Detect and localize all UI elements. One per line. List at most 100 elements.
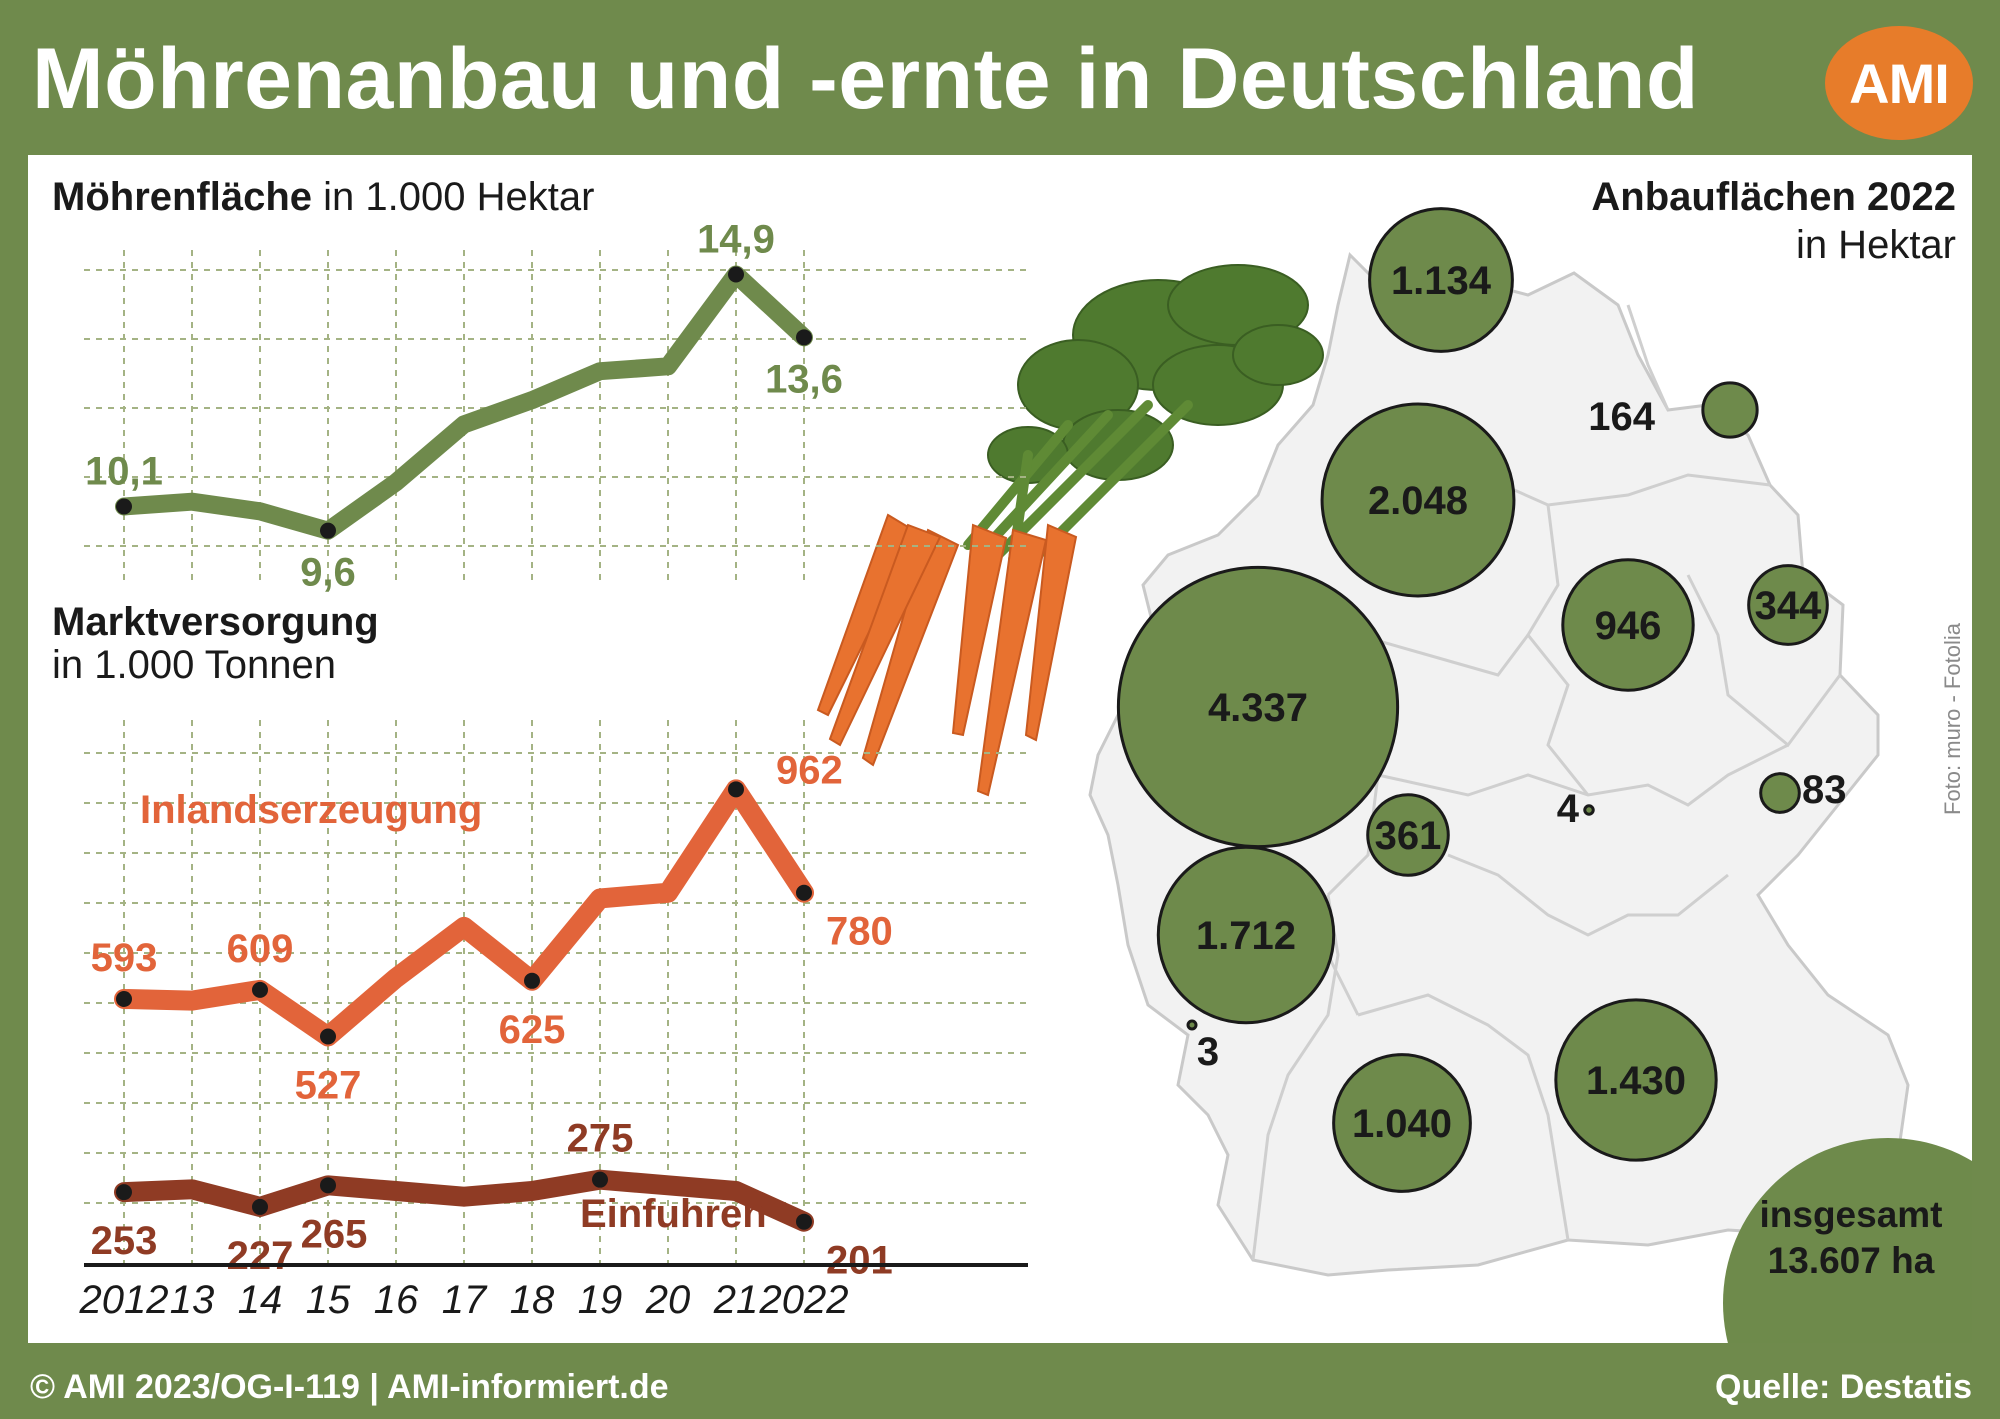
region-bubble [1320, 402, 1516, 598]
region-bubble-label: 4 [1557, 787, 1580, 831]
imports-data-point [320, 1177, 336, 1194]
map-subtitle: in Hektar [1796, 223, 1956, 267]
imports-data-label: 253 [91, 1219, 158, 1263]
region-bubble [1701, 381, 1759, 439]
x-tick-label: 19 [578, 1278, 623, 1322]
x-tick-label: 18 [510, 1278, 555, 1322]
x-tick-label: 14 [238, 1278, 283, 1322]
region-bubble-label: 1.430 [1586, 1059, 1686, 1103]
region-bubble-label: 1.712 [1196, 914, 1296, 958]
x-tick-label: 15 [306, 1278, 351, 1322]
area-data-label: 14,9 [697, 218, 775, 262]
market-series [114, 779, 814, 1232]
region-bubble [1554, 998, 1718, 1162]
production-data-point [320, 1028, 336, 1045]
production-data-label: 609 [227, 927, 294, 971]
total-label-line1: insgesamt [1759, 1194, 1942, 1235]
footer-source: Quelle: Destatis [1715, 1368, 1972, 1406]
area-data-label: 13,6 [765, 357, 843, 401]
region-bubble-label: 164 [1588, 395, 1655, 439]
production-data-point [252, 981, 268, 998]
x-tick-label: 2012 [79, 1278, 169, 1322]
charts-canvas: Möhrenfläche in 1.000 Hektar 10,1 9,6 14,9… [52, 175, 2000, 1419]
x-axis-tick-labels: 2012 13 14 15 16 17 18 19 20 21 2022 [79, 1278, 849, 1322]
x-tick-label: 2022 [759, 1278, 849, 1322]
series-name-imports: Einfuhren [580, 1192, 767, 1236]
production-data-label: 625 [499, 1008, 566, 1052]
region-bubble [1583, 804, 1595, 816]
region-bubble-label: 83 [1802, 768, 1847, 812]
region-bubble-label: 344 [1755, 584, 1822, 628]
production-line [114, 779, 814, 1047]
area-chart-title-bold: Möhrenfläche [52, 175, 312, 219]
imports-data-point [116, 1184, 132, 1201]
production-data-label: 593 [91, 936, 158, 980]
region-bubble-label: 2.048 [1368, 479, 1468, 523]
imports-line [114, 1169, 814, 1232]
x-tick-label: 21 [713, 1278, 759, 1322]
region-bubble [1747, 564, 1829, 646]
area-chart: Möhrenfläche in 1.000 Hektar 10,1 9,6 14,9… [52, 175, 1028, 595]
imports-data-point [592, 1171, 608, 1188]
x-tick-label: 17 [442, 1278, 488, 1322]
carrot-bunch-image [816, 264, 1324, 797]
market-chart: Marktversorgung in 1.000 Tonnen 593 609 52… [52, 600, 1028, 1322]
content-panel: Möhrenfläche in 1.000 Hektar 10,1 9,6 14,9… [28, 155, 2000, 1419]
area-chart-title-unit: in 1.000 Hektar [312, 175, 594, 219]
region-bubble-label: 1.134 [1391, 259, 1492, 303]
imports-data-label: 201 [826, 1239, 893, 1283]
x-tick-label: 16 [374, 1278, 419, 1322]
area-data-point [320, 522, 336, 539]
area-data-label: 10,1 [85, 450, 163, 494]
area-data-point [796, 329, 812, 346]
market-data-labels: 593 609 527 625 962 780 253 227 265 275 201 [91, 748, 893, 1282]
production-data-point [116, 990, 132, 1007]
imports-data-point [796, 1213, 812, 1230]
market-chart-subtitle: in 1.000 Tonnen [52, 643, 336, 687]
region-bubble [1759, 772, 1801, 814]
page-title: Möhrenanbau und -ernte in Deutschland [32, 31, 1699, 127]
region-bubble-label: 946 [1595, 604, 1662, 648]
region-bubble-label: 361 [1375, 814, 1442, 858]
production-data-point [524, 972, 540, 989]
imports-data-label: 275 [567, 1117, 634, 1161]
series-name-production: Inlandserzeugung [140, 788, 482, 832]
production-data-point [796, 884, 812, 901]
imports-data-point [252, 1198, 268, 1215]
production-data-label: 527 [295, 1063, 362, 1107]
area-data-point [728, 266, 744, 283]
region-bubble [1332, 1053, 1472, 1193]
region-bubble [1156, 845, 1336, 1025]
x-tick-label: 13 [170, 1278, 215, 1322]
map-header: Anbauflächen 2022 in Hektar [1591, 175, 1956, 267]
area-data-point [116, 498, 132, 515]
production-data-label: 780 [826, 910, 893, 954]
ami-logo: AMI [1825, 26, 1973, 140]
area-data-label: 9,6 [300, 551, 356, 595]
area-line [115, 265, 813, 540]
area-chart-title: Möhrenfläche in 1.000 Hektar [52, 175, 594, 219]
region-bubble [1368, 207, 1514, 353]
area-data-labels: 10,1 9,6 14,9 13,6 [85, 218, 843, 595]
map-title: Anbauflächen 2022 [1591, 175, 1956, 219]
production-data-point [728, 781, 744, 798]
imports-data-label: 265 [301, 1212, 368, 1256]
production-data-label: 962 [776, 748, 843, 792]
imports-data-label: 227 [227, 1234, 294, 1278]
x-tick-label: 20 [645, 1278, 691, 1322]
region-bubble [1186, 1019, 1198, 1031]
footer-copyright: © AMI 2023/OG-I-119 | AMI-informiert.de [30, 1368, 669, 1406]
region-bubble-label: 1.040 [1352, 1102, 1452, 1146]
market-chart-title: Marktversorgung [52, 600, 379, 644]
total-label-line2: 13.607 ha [1768, 1240, 1935, 1281]
region-bubble [1561, 558, 1695, 692]
area-grid [84, 250, 1028, 580]
region-bubbles: 1.134 164 2.048 946 344 4.337 83 4 361 1.712 3 1.43… [1116, 207, 1847, 1193]
region-bubble [1366, 793, 1450, 877]
region-bubble-label: 3 [1197, 1030, 1219, 1074]
logo-text: AMI [1849, 51, 1950, 115]
photo-credit: Foto: muro - Fotolia [1940, 622, 1965, 815]
area-series [115, 265, 813, 540]
region-bubble-label: 4.337 [1208, 686, 1308, 730]
